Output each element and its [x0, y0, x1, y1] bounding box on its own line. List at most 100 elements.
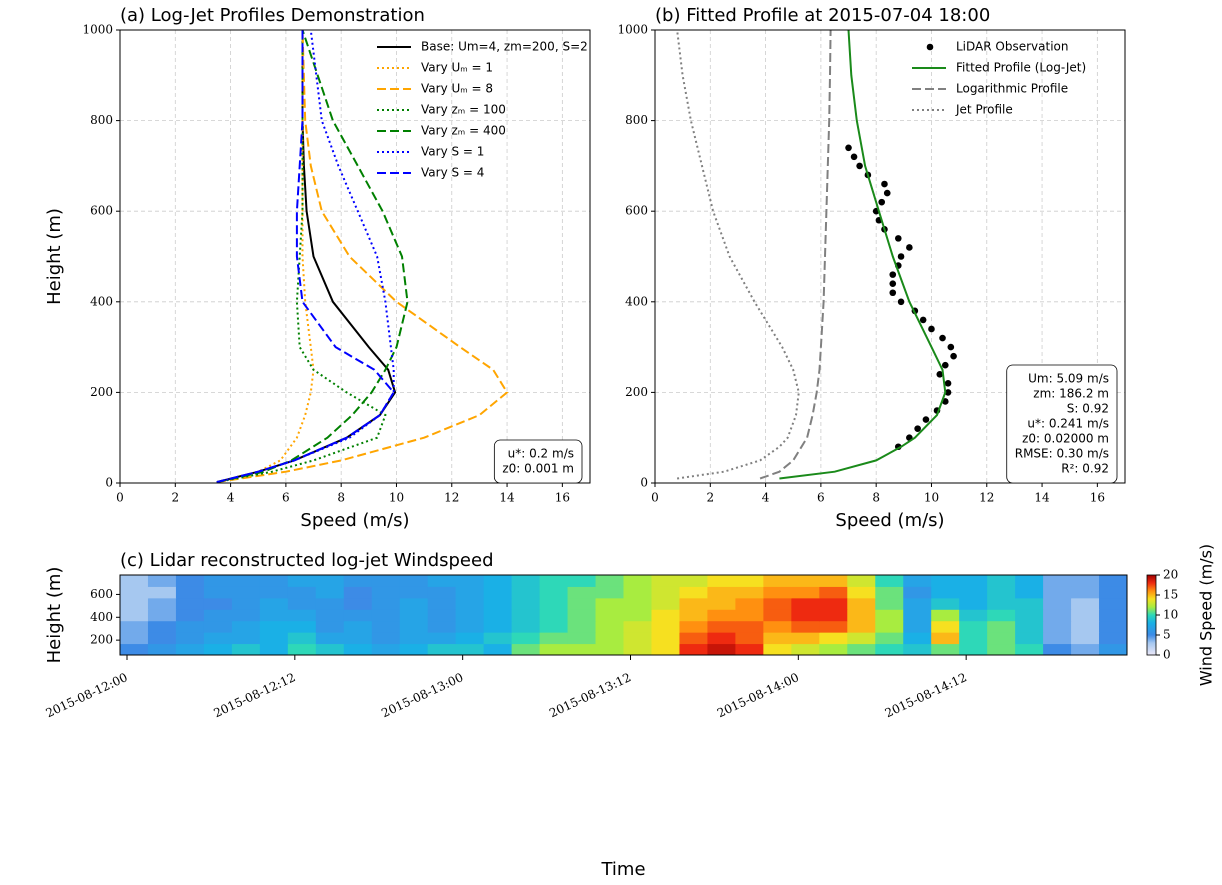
heatmap-cell — [623, 597, 652, 610]
heatmap-cell — [483, 643, 513, 656]
data-point — [881, 180, 888, 188]
heatmap-cell — [120, 643, 149, 656]
heatmap-cell — [120, 597, 149, 610]
heatmap-cell — [1043, 575, 1072, 587]
heatmap-cell — [679, 586, 708, 599]
heatmap-cell — [371, 632, 401, 645]
heatmap-cell — [1099, 643, 1128, 656]
chart-title: (b) Fitted Profile at 2015-07-04 18:00 — [655, 5, 990, 26]
legend-label: Vary zₘ = 100 — [421, 103, 506, 117]
heatmap-cell — [595, 597, 624, 610]
heatmap-cell — [427, 597, 457, 610]
legend-label: Vary Uₘ = 1 — [421, 61, 493, 75]
legend-label: Vary S = 1 — [421, 145, 484, 159]
heatmap-cell — [847, 575, 876, 587]
heatmap-cell — [567, 597, 597, 610]
heatmap-cell — [819, 643, 848, 656]
heatmap-cell — [455, 620, 485, 633]
heatmap-cell — [987, 575, 1016, 587]
heatmap-cell — [903, 575, 932, 587]
heatmap-cell — [1015, 643, 1044, 656]
heatmap-cell — [455, 597, 485, 610]
heatmap-cell — [343, 575, 373, 587]
y-tick-label: 200 — [90, 385, 113, 399]
legend-label: Vary S = 4 — [421, 166, 484, 180]
heatmap-cell — [371, 586, 401, 599]
heatmap-cell — [147, 597, 177, 610]
heatmap-cell — [399, 620, 429, 633]
heatmap-cell — [959, 620, 988, 633]
heatmap-cell — [343, 609, 373, 622]
heatmap-cell — [175, 643, 205, 656]
x-axis-label: Time — [600, 859, 645, 880]
heatmap-cell — [735, 632, 764, 645]
heatmap-cell — [371, 575, 401, 587]
heatmap-cell — [791, 586, 820, 599]
heatmap-cell — [455, 643, 485, 656]
heatmap-cell — [287, 586, 317, 599]
heatmap-cell — [1015, 632, 1044, 645]
heatmap-cell — [679, 620, 708, 633]
heatmap-cell — [315, 609, 345, 622]
heatmap-cell — [819, 632, 848, 645]
x-tick-label: 2015-08-12:12 — [211, 670, 297, 720]
heatmap-cell — [1043, 643, 1072, 656]
heatmap-cell — [679, 643, 708, 656]
heatmap-cell — [203, 609, 233, 622]
x-tick-label: 8 — [872, 491, 880, 505]
heatmap-cell — [959, 643, 988, 656]
heatmap-cell — [343, 632, 373, 645]
heatmap-cell — [1099, 609, 1128, 622]
x-tick-label: 2 — [706, 491, 714, 505]
heatmap-cell — [567, 632, 597, 645]
x-tick-label: 16 — [555, 491, 570, 505]
colorbar-tick-label: 15 — [1163, 588, 1178, 602]
heatmap-cell — [903, 597, 932, 610]
heatmap-cell — [707, 597, 736, 610]
heatmap-cell — [931, 620, 960, 633]
heatmap-cell — [175, 620, 205, 633]
data-line — [779, 30, 947, 480]
data-point — [919, 316, 927, 324]
data-point — [897, 253, 905, 260]
heatmap-cell — [735, 620, 764, 633]
heatmap-cell — [1099, 620, 1128, 633]
heatmap-cell — [120, 620, 149, 633]
heatmap-cell — [511, 575, 541, 587]
heatmap-cell — [875, 586, 904, 599]
heatmap-cell — [147, 586, 177, 599]
heatmap-cell — [707, 586, 736, 599]
annotation: u*: 0.2 m/s — [508, 447, 574, 461]
heatmap-cell — [595, 632, 624, 645]
x-axis-label: Speed (m/s) — [300, 510, 409, 531]
data-point — [939, 334, 946, 342]
heatmap-cell — [847, 620, 876, 633]
heatmap-cell — [483, 632, 513, 645]
heatmap-cell — [287, 597, 317, 610]
heatmap-cell — [987, 609, 1016, 622]
plot-frame — [119, 574, 1128, 656]
data-point — [889, 271, 897, 278]
heatmap-cell — [455, 575, 485, 587]
heatmap-cell — [203, 632, 233, 645]
heatmap-cell — [1099, 632, 1128, 645]
heatmap-cell — [875, 632, 904, 645]
heatmap-cell — [1015, 620, 1044, 633]
data-point — [922, 416, 930, 423]
heatmap-cell — [539, 643, 569, 656]
heatmap-cell — [399, 643, 429, 656]
heatmap-cell — [231, 609, 261, 622]
heatmap-cell — [399, 575, 429, 587]
heatmap-cell — [1071, 643, 1100, 656]
heatmap-cell — [399, 586, 429, 599]
heatmap-cell — [1015, 597, 1044, 610]
data-point — [889, 289, 897, 297]
y-tick-label: 200 — [625, 385, 648, 399]
heatmap-cell — [847, 643, 876, 656]
heatmap-cell — [595, 586, 624, 599]
chart-title: (c) Lidar reconstructed log-jet Windspee… — [120, 550, 494, 571]
chart-title: (a) Log-Jet Profiles Demonstration — [120, 5, 425, 26]
heatmap-cell — [651, 586, 680, 599]
heatmap-cell — [651, 632, 680, 645]
